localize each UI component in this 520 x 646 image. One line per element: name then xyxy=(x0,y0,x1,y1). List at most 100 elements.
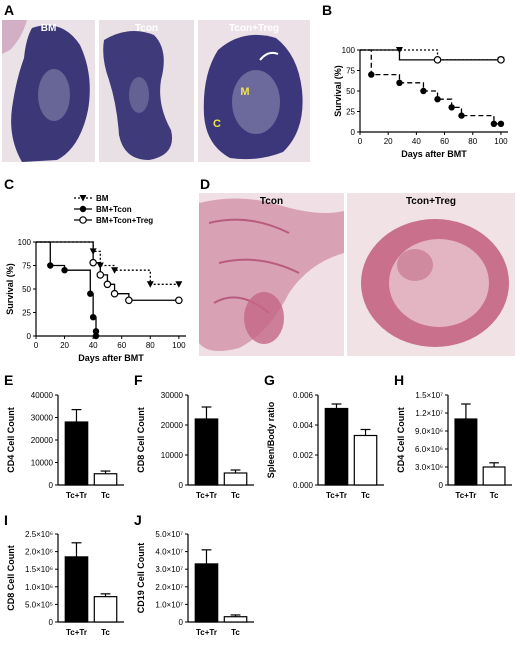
region-label-medulla: M xyxy=(240,86,250,98)
x-category-label: Tc+Tr xyxy=(66,491,87,500)
x-category-label: Tc+Tr xyxy=(66,628,87,637)
data-point xyxy=(89,258,97,267)
y-tick-label: 1.5×10⁷ xyxy=(415,391,443,400)
legend-marker xyxy=(79,216,87,224)
y-tick-label: 0 xyxy=(179,618,184,627)
bar xyxy=(324,407,349,486)
bar-chart-i: 0 5.0×10⁵ 1.0×10⁶ 1.5×10⁶ 2.0×10⁶ 2.5×10⁶ CD8 … xyxy=(6,530,124,637)
y-tick-label: 0.002 xyxy=(293,451,314,460)
y-tick-label: 6.0×10⁶ xyxy=(415,445,443,454)
data-point xyxy=(368,71,375,78)
y-tick-label: 30000 xyxy=(31,414,54,423)
data-point xyxy=(47,262,54,269)
data-point xyxy=(89,314,97,321)
x-tick-label: 60 xyxy=(440,137,449,146)
y-tick-label: 25 xyxy=(22,309,31,318)
bar xyxy=(194,418,219,486)
data-point xyxy=(175,281,183,288)
series-line xyxy=(360,49,501,61)
bar xyxy=(223,472,248,486)
histology-label-tcon: Tcon xyxy=(134,23,159,34)
legend-label: BM+Tcon xyxy=(96,205,132,214)
bar xyxy=(64,421,89,486)
y-tick-label: 3.0×10⁶ xyxy=(415,463,443,472)
series-line xyxy=(360,49,501,61)
x-category-label: Tc xyxy=(361,491,370,500)
x-tick-label: 20 xyxy=(60,341,69,350)
panel-letter-i: I xyxy=(4,512,8,528)
legend-label: BM xyxy=(96,194,109,203)
data-point xyxy=(420,87,427,95)
histology-image-d-tcon: Tcon xyxy=(199,193,344,356)
data-point xyxy=(497,56,505,64)
x-category-label: Tc+Tr xyxy=(196,491,217,500)
x-category-label: Tc+Tr xyxy=(326,491,347,500)
panel-letter-b: B xyxy=(322,2,333,18)
data-point xyxy=(110,289,119,298)
bar-chart-j: 0 1.0×10⁷ 2.0×10⁷ 3.0×10⁷ 4.0×10⁷ 5.0×10⁷ CD19… xyxy=(136,530,254,637)
data-point xyxy=(458,112,465,119)
x-category-label: Tc xyxy=(231,628,240,637)
y-tick-label: 1.0×10⁷ xyxy=(155,600,183,609)
legend-label: BM+Tcon+Treg xyxy=(96,216,153,225)
x-category-label: Tc+Tr xyxy=(455,491,476,500)
data-point xyxy=(92,328,100,335)
y-tick-label: 0 xyxy=(439,481,444,490)
y-tick-label: 75 xyxy=(346,67,355,76)
y-axis-label: CD8 Cell Count xyxy=(136,407,146,473)
y-tick-label: 0 xyxy=(49,481,54,490)
histology-label-d-tcon-treg: Tcon+Treg xyxy=(405,196,457,207)
y-tick-label: 0.006 xyxy=(293,391,314,400)
histology-label-tcon-treg: Tcon+Treg xyxy=(228,23,280,34)
histology-image-tcon: Tcon xyxy=(99,20,194,162)
y-axis-label: Survival (%) xyxy=(5,263,15,315)
x-tick-label: 20 xyxy=(384,137,393,146)
panel-letter-a: A xyxy=(4,2,15,18)
data-point xyxy=(96,271,105,279)
data-point xyxy=(103,280,112,289)
region-label-cortex: C xyxy=(213,118,221,130)
x-axis-label: Days after BMT xyxy=(78,353,144,363)
panel-letter-h: H xyxy=(394,372,405,388)
panel-letter-c: C xyxy=(4,176,15,192)
bar xyxy=(223,616,248,623)
histology-image-bm: BM xyxy=(2,20,95,162)
x-tick-label: 80 xyxy=(146,341,155,350)
bar xyxy=(64,556,89,623)
y-tick-label: 40000 xyxy=(31,391,54,400)
y-tick-label: 50 xyxy=(22,285,31,294)
bar xyxy=(93,473,118,486)
bar xyxy=(482,466,506,486)
y-tick-label: 3.0×10⁷ xyxy=(155,565,183,574)
x-tick-label: 100 xyxy=(494,137,508,146)
y-axis-label: CD4 Cell Count xyxy=(396,407,406,473)
legend-marker xyxy=(79,205,87,213)
y-tick-label: 1.0×10⁶ xyxy=(25,583,53,592)
y-tick-label: 0.000 xyxy=(293,481,314,490)
y-tick-label: 0 xyxy=(351,128,356,137)
y-tick-label: 20000 xyxy=(161,421,184,430)
x-tick-label: 60 xyxy=(117,341,126,350)
panel-letter-f: F xyxy=(134,372,143,388)
histology-image-d-tcon-treg: Tcon+Treg xyxy=(347,193,515,356)
panel-letter-e: E xyxy=(4,372,14,388)
y-tick-label: 10000 xyxy=(31,459,54,468)
y-tick-label: 50 xyxy=(346,87,355,96)
data-point xyxy=(175,296,183,305)
y-tick-label: 2.0×10⁷ xyxy=(155,583,183,592)
y-tick-label: 20000 xyxy=(31,436,54,445)
x-category-label: Tc xyxy=(101,491,110,500)
x-category-label: Tc+Tr xyxy=(196,628,217,637)
y-axis-label: Survival (%) xyxy=(333,65,343,117)
x-tick-label: 40 xyxy=(89,341,98,350)
histology-image-tcon-treg: Tcon+Treg M C xyxy=(198,20,310,162)
y-axis-label: CD4 Cell Count xyxy=(6,407,16,473)
x-tick-label: 0 xyxy=(358,137,363,146)
x-tick-label: 100 xyxy=(172,341,186,350)
data-point xyxy=(396,79,403,86)
data-point xyxy=(395,47,403,54)
bar-chart-g: 0.000 0.002 0.004 0.006 Spleen/Body ratio Tc+… xyxy=(266,391,384,500)
data-point xyxy=(448,104,455,111)
bar-chart-h: 0 3.0×10⁶ 6.0×10⁶ 9.0×10⁶ 1.2×10⁷ 1.5×10⁷ CD4 … xyxy=(396,391,512,500)
series-line xyxy=(36,241,97,336)
